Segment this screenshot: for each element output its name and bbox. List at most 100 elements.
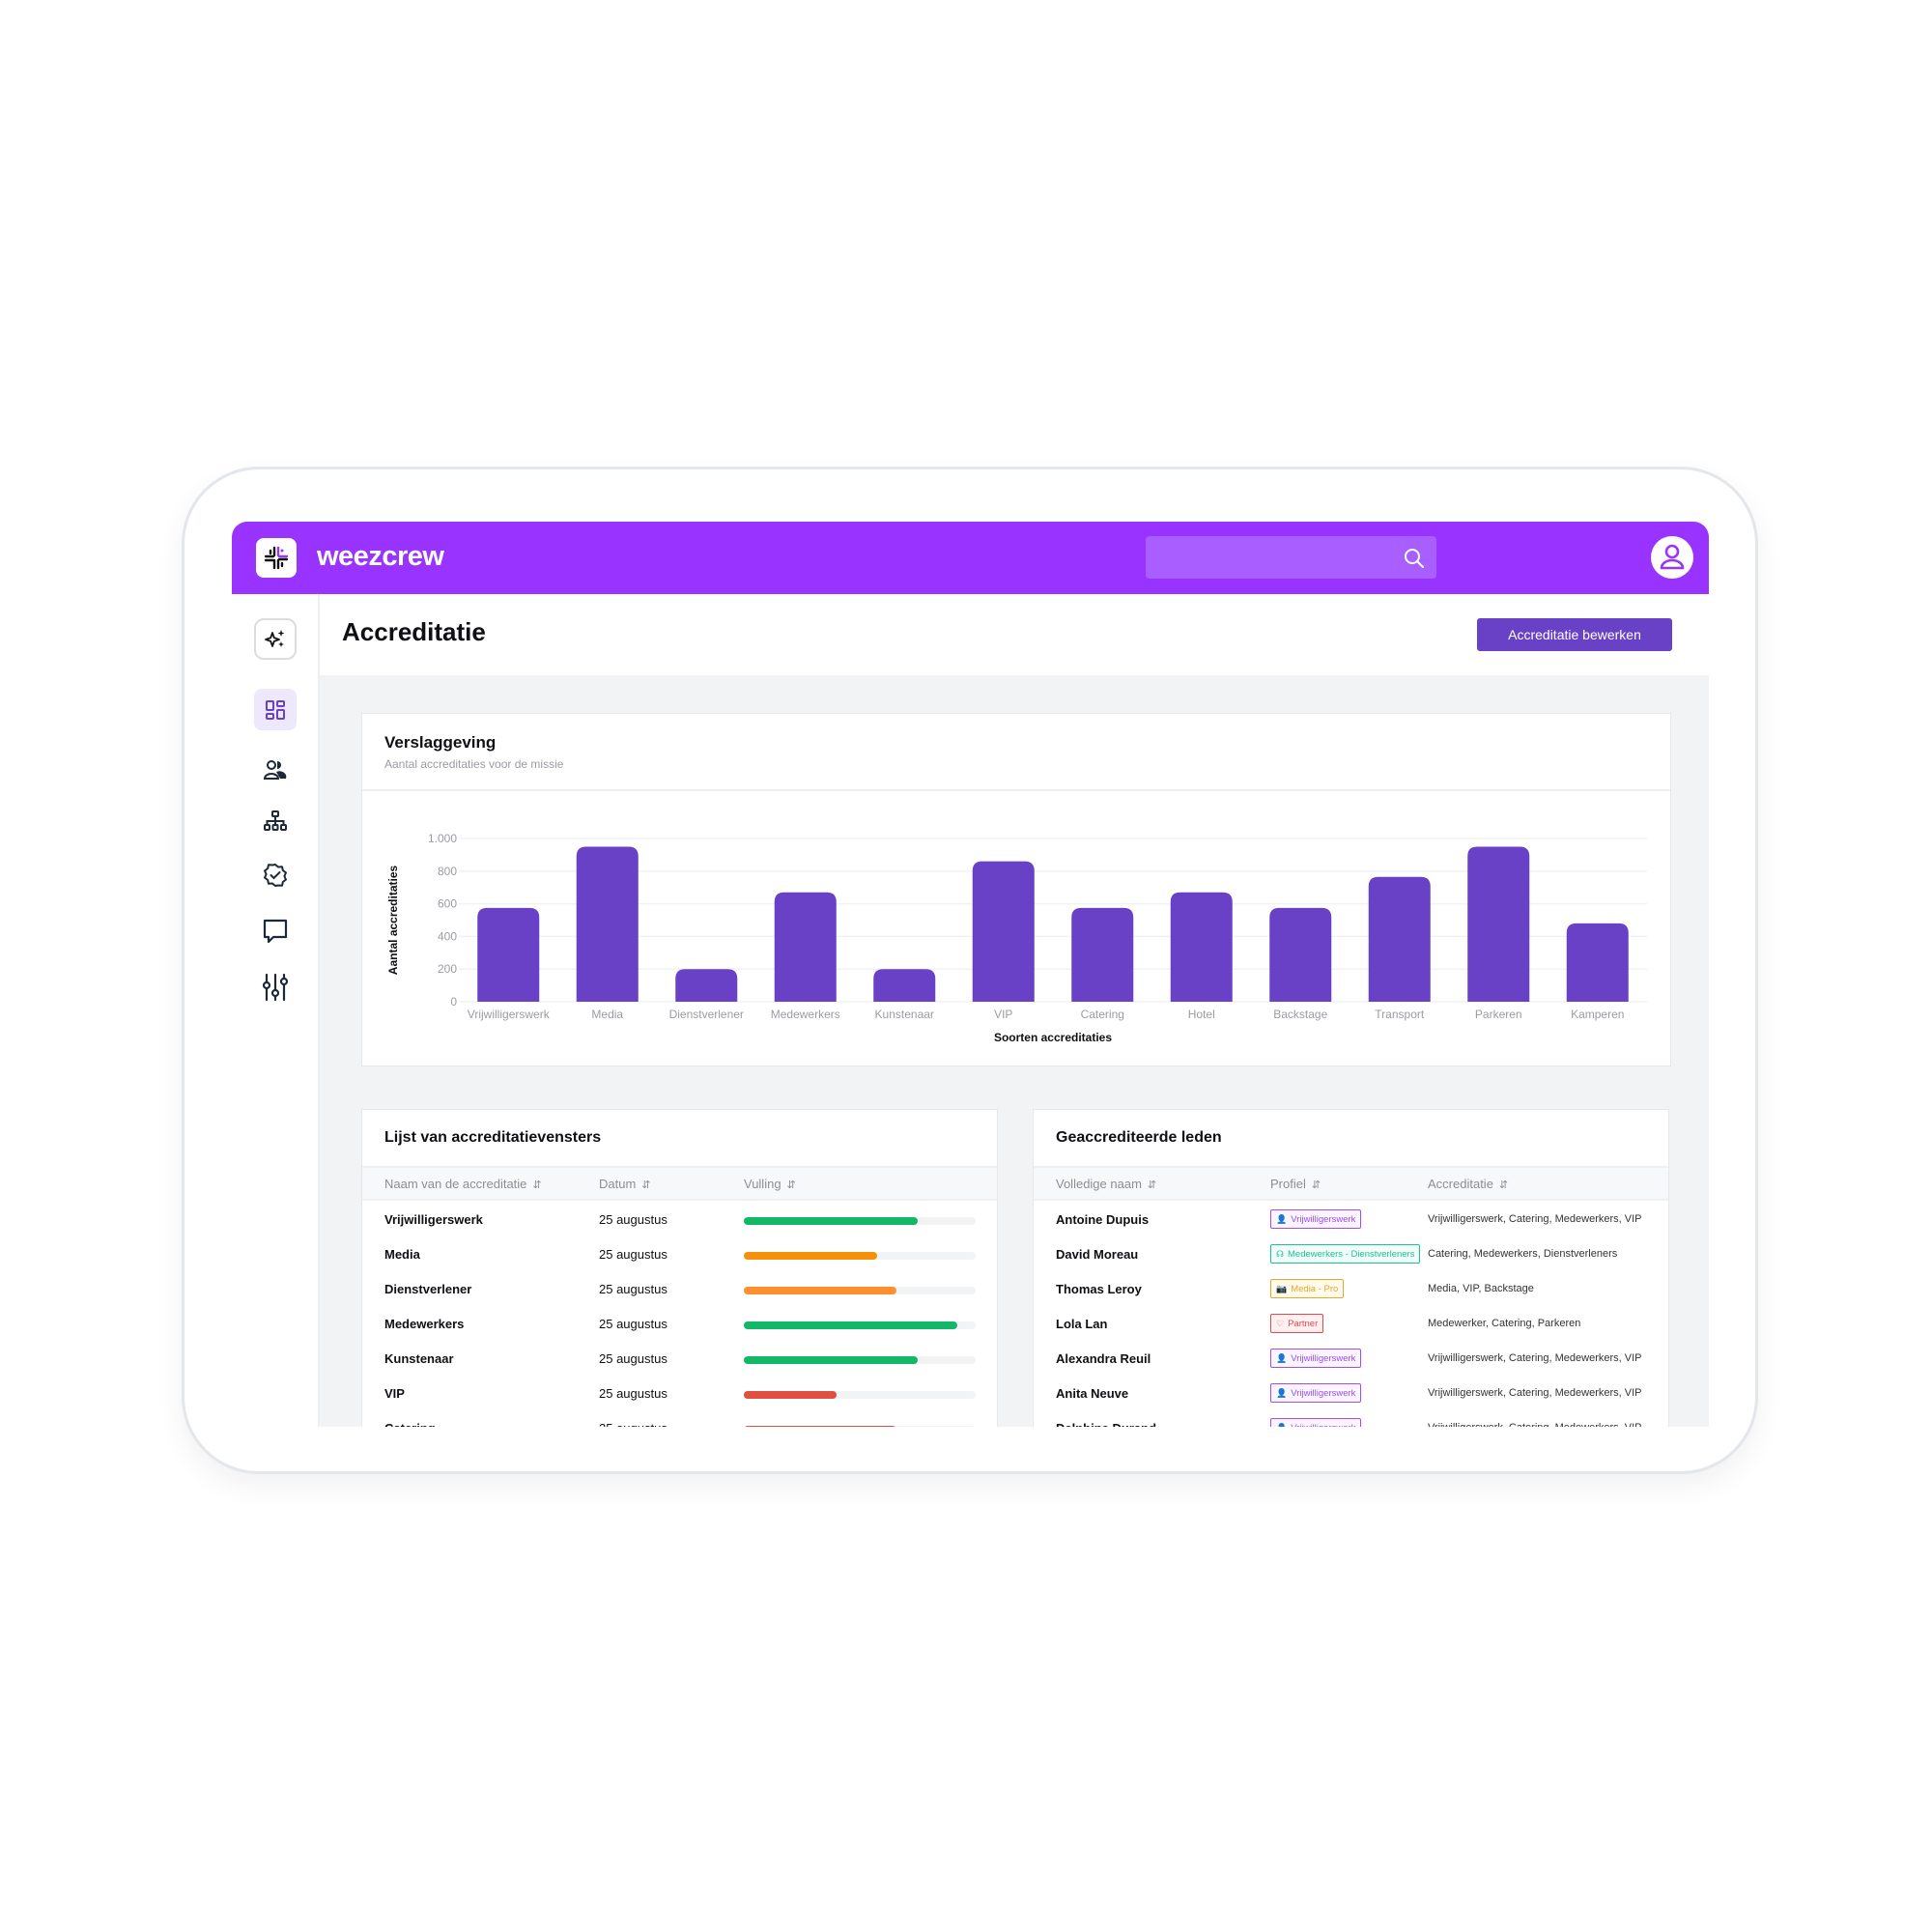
column-label: Volledige naam: [1056, 1177, 1142, 1191]
y-tick-label: 600: [438, 897, 457, 911]
accreditation-name: Medewerkers: [384, 1317, 465, 1331]
x-tick-label: Kamperen: [1571, 1008, 1624, 1021]
top-bar: weezcrew: [232, 522, 1709, 594]
bar-backstage: [1269, 907, 1332, 1002]
search-icon[interactable]: [1403, 547, 1426, 570]
sidebar-item-messages[interactable]: [254, 910, 297, 952]
table-row[interactable]: Kunstenaar 25 augustus: [362, 1342, 997, 1377]
sort-icon[interactable]: ⇵: [786, 1179, 796, 1191]
table-row[interactable]: Alexandra Reuil 👤 Vrijwilligerswerk Vrijw…: [1034, 1342, 1668, 1377]
fill-progress-value: [744, 1287, 897, 1294]
bar-media: [576, 846, 639, 1002]
table-row[interactable]: Lola Lan ♡ Partner Medewerker, Catering, …: [1034, 1307, 1668, 1342]
sort-icon[interactable]: ⇵: [532, 1179, 542, 1191]
member-name: Alexandra Reuil: [1056, 1351, 1151, 1366]
table-row[interactable]: Dienstverlener 25 augustus: [362, 1272, 997, 1307]
org-chart-icon: [264, 810, 287, 831]
column-header-date[interactable]: Datum ⇵: [599, 1177, 651, 1191]
sidebar-item-dashboard[interactable]: [254, 689, 297, 730]
sparkles-icon: [265, 629, 285, 647]
edit-accreditation-button[interactable]: Accreditatie bewerken: [1477, 618, 1672, 651]
column-header-name[interactable]: Naam van de accreditatie ⇵: [384, 1177, 542, 1191]
member-accreditations: Catering, Medewerkers, Dienstverleners: [1428, 1248, 1618, 1260]
x-tick-label: Dienstverlener: [669, 1008, 744, 1021]
profile-badge: 👤Vrijwilligerswerk: [1270, 1418, 1362, 1427]
sliders-icon: [262, 973, 289, 1001]
chat-icon: [263, 919, 288, 943]
member-name: Thomas Leroy: [1056, 1282, 1142, 1296]
user-icon: [1660, 544, 1685, 570]
table-row[interactable]: Anita Neuve 👤 Vrijwilligerswerk Vrijwilli…: [1034, 1377, 1668, 1411]
accreditation-name: Media: [384, 1247, 420, 1262]
profile-label: Vrijwilligerswerk: [1291, 1387, 1356, 1399]
fill-progress-value: [744, 1252, 877, 1260]
fill-progress-bar: [744, 1321, 976, 1329]
sidebar-item-ai[interactable]: [254, 618, 297, 660]
accreditation-name: Kunstenaar: [384, 1351, 454, 1366]
sidebar-item-organisation[interactable]: [254, 800, 297, 841]
bar-transport: [1368, 876, 1431, 1002]
members-card: Geaccrediteerde leden Volledige naam ⇵ Pr…: [1033, 1109, 1669, 1427]
x-tick-label: Catering: [1081, 1008, 1124, 1021]
sort-icon[interactable]: ⇵: [1311, 1179, 1321, 1191]
main-content: Verslaggeving Aantal accreditaties voor …: [320, 675, 1709, 1427]
accreditation-date: 25 augustus: [599, 1247, 668, 1262]
profile-badge: ♡ Partner: [1270, 1314, 1324, 1333]
column-header-profile[interactable]: Profiel ⇵: [1270, 1177, 1321, 1191]
fill-progress-value: [744, 1217, 918, 1225]
x-axis-label: Soorten accreditaties: [994, 1031, 1112, 1044]
sidebar-item-settings[interactable]: [254, 966, 297, 1008]
sidebar-item-users[interactable]: [254, 749, 297, 790]
profile-icon: ♡: [1276, 1318, 1285, 1328]
table-row[interactable]: Delphine Durand 👤 Vrijwilligerswerk Vrijw…: [1034, 1411, 1668, 1427]
fill-progress-value: [744, 1426, 897, 1427]
sort-icon[interactable]: ⇵: [641, 1179, 651, 1191]
x-tick-label: Backstage: [1273, 1008, 1327, 1021]
profile-icon: 👤: [1276, 1387, 1288, 1398]
column-header-accreditation[interactable]: Accreditatie ⇵: [1428, 1177, 1508, 1191]
table-row[interactable]: Medewerkers 25 augustus: [362, 1307, 997, 1342]
table-row[interactable]: Antoine Dupuis 👤 Vrijwilligerswerk Vrijwi…: [1034, 1203, 1668, 1237]
bar-medewerkers: [774, 892, 837, 1002]
x-tick-label: Transport: [1375, 1008, 1425, 1021]
fill-progress-bar: [744, 1252, 976, 1260]
y-axis-label: Aantal accreditaties: [386, 865, 400, 975]
fill-progress-bar: [744, 1217, 976, 1225]
table-row[interactable]: Media 25 augustus: [362, 1237, 997, 1272]
fill-progress-value: [744, 1356, 918, 1364]
x-tick-label: Medewerkers: [771, 1008, 840, 1021]
accreditation-name: Dienstverlener: [384, 1282, 472, 1296]
table-row[interactable]: Vrijwilligerswerk 25 augustus: [362, 1203, 997, 1237]
table-row[interactable]: VIP 25 augustus: [362, 1377, 997, 1411]
column-header-fill[interactable]: Vulling ⇵: [744, 1177, 796, 1191]
search-input[interactable]: [1146, 536, 1436, 579]
column-header-fullname[interactable]: Volledige naam ⇵: [1056, 1177, 1156, 1191]
report-subtitle: Aantal accreditaties voor de missie: [384, 757, 564, 771]
table-row[interactable]: Catering 25 augustus: [362, 1411, 997, 1427]
bar-catering: [1071, 907, 1134, 1002]
x-tick-label: VIP: [994, 1008, 1012, 1021]
users-icon: [263, 759, 287, 780]
bar-hotel: [1170, 892, 1233, 1002]
accreditation-name: VIP: [384, 1386, 405, 1401]
accreditation-name: Vrijwilligerswerk: [384, 1212, 483, 1227]
table-row[interactable]: David Moreau ☊ Medewerkers - Dienstverlen…: [1034, 1237, 1668, 1272]
profile-icon: 👤: [1276, 1352, 1288, 1363]
profile-badge: 👤Vrijwilligerswerk: [1270, 1349, 1362, 1368]
profile-label: Medewerkers - Dienstverleners: [1288, 1248, 1415, 1260]
column-label: Vulling: [744, 1177, 781, 1191]
x-tick-label: Parkeren: [1475, 1008, 1522, 1021]
user-avatar[interactable]: [1651, 536, 1693, 579]
weezcrew-logo[interactable]: [256, 538, 297, 578]
brand-name: weezcrew: [317, 541, 444, 572]
sort-icon[interactable]: ⇵: [1147, 1179, 1157, 1191]
sort-icon[interactable]: ⇵: [1498, 1179, 1509, 1191]
member-name: Lola Lan: [1056, 1317, 1108, 1331]
member-accreditations: Media, VIP, Backstage: [1428, 1283, 1534, 1294]
column-label: Profiel: [1270, 1177, 1306, 1191]
sidebar-item-accreditations[interactable]: [254, 854, 297, 895]
member-accreditations: Vrijwilligerswerk, Catering, Medewerkers…: [1428, 1422, 1642, 1427]
x-tick-label: Kunstenaar: [875, 1008, 934, 1021]
sidebar: [232, 594, 320, 1427]
table-row[interactable]: Thomas Leroy 📷 Media - Pro Media, VIP, Ba…: [1034, 1272, 1668, 1307]
